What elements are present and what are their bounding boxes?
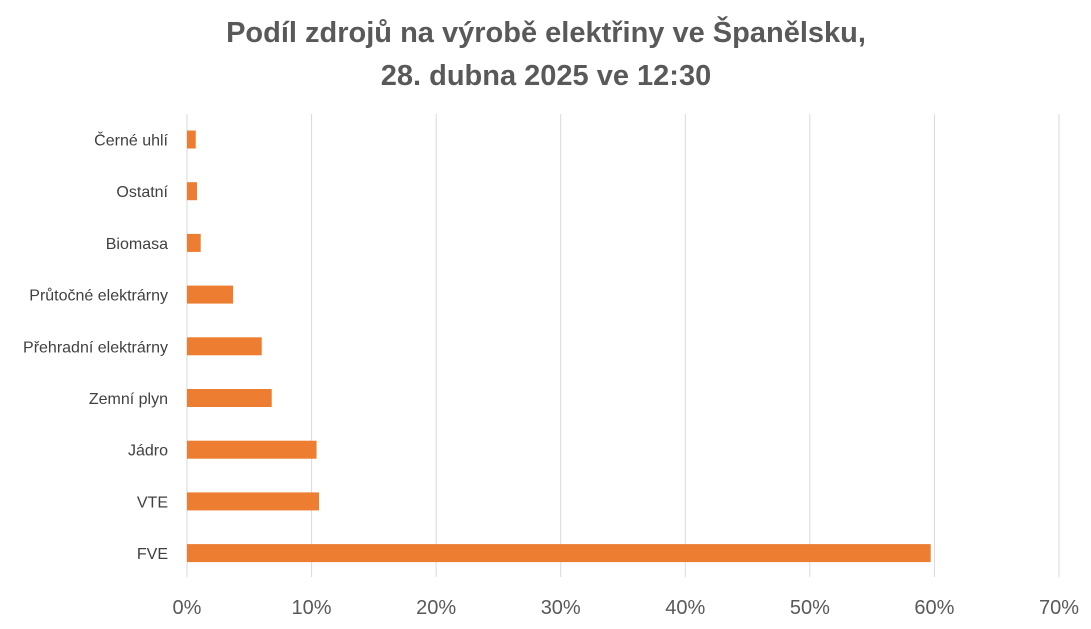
x-axis-tick-labels: 0% 10% 20% 30% 40% 50% 60% 70% <box>173 597 1080 619</box>
category-label: FVE <box>137 546 168 563</box>
x-tick-label: 30% <box>541 597 581 619</box>
category-label: Zemní plyn <box>89 391 168 408</box>
chart-title: Podíl zdrojů na výrobě elektřiny ve Špan… <box>226 15 866 49</box>
category-label: Ostatní <box>116 184 168 201</box>
category-label: Přehradní elektrárny <box>23 339 168 356</box>
gridlines <box>186 114 1060 577</box>
x-tick-label: 20% <box>416 597 456 619</box>
category-label: VTE <box>137 494 168 511</box>
x-tick-label: 0% <box>173 597 202 619</box>
bar <box>187 285 234 304</box>
bars <box>187 130 931 563</box>
x-tick-label: 10% <box>292 597 332 619</box>
bar <box>187 544 931 563</box>
bar <box>187 440 317 459</box>
category-labels: Černé uhlí Ostatní Biomasa Průtočné elektrá… <box>23 131 169 564</box>
x-tick-label: 70% <box>1039 597 1079 619</box>
x-tick-label: 40% <box>665 597 705 619</box>
x-tick-label: 50% <box>790 597 830 619</box>
bar <box>187 233 201 252</box>
x-tick-label: 60% <box>914 597 954 619</box>
chart-subtitle: 28. dubna 2025 ve 12:30 <box>381 60 711 92</box>
bar <box>187 130 196 149</box>
category-label: Jádro <box>128 443 168 460</box>
bar <box>187 389 272 407</box>
category-label: Průtočné elektrárny <box>29 287 168 305</box>
category-label: Černé uhlí <box>94 131 168 150</box>
bar <box>187 337 262 356</box>
category-label: Biomasa <box>106 236 168 253</box>
bar <box>187 492 320 511</box>
bar <box>187 182 197 201</box>
